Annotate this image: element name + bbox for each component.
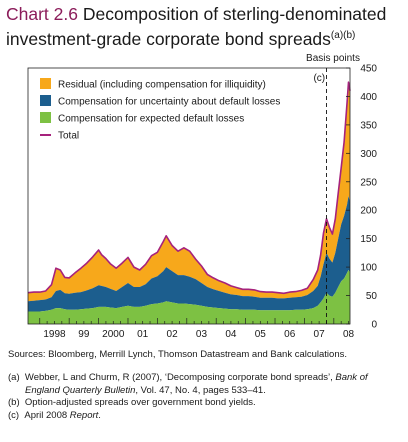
legend-swatch [40, 95, 51, 106]
x-tick-label: 1998 [43, 329, 66, 340]
footnote-a: (a) Webber, L and Churm, R (2007), ‘Deco… [8, 372, 368, 396]
x-tick-label: 2000 [102, 329, 125, 340]
legend-swatch [40, 112, 51, 123]
x-tick-label: 06 [284, 329, 296, 340]
y-tick-label: 100 [360, 263, 377, 274]
y-tick-label: 0 [371, 320, 377, 331]
footnote-c: (c) April 2008 Report. [8, 409, 101, 421]
y-tick-label: 400 [360, 92, 377, 103]
x-tick-label: 03 [196, 329, 208, 340]
line-total [27, 81, 351, 295]
y-tick-label: 300 [360, 149, 377, 160]
area-expected-default [28, 270, 350, 324]
chart-title-text: Decomposition of sterling-denominated in… [6, 4, 387, 49]
y-tick-label: 50 [366, 291, 378, 302]
x-tick-label: 02 [167, 329, 179, 340]
area-residual [28, 82, 350, 302]
x-tick-label: 07 [314, 329, 326, 340]
area-uncertainty [28, 196, 350, 312]
x-tick-label: 08 [343, 329, 355, 340]
y-tick-label: 350 [360, 120, 377, 131]
y-tick-label: 250 [360, 177, 377, 188]
legend-label: Residual (including compensation for ill… [58, 80, 266, 91]
chart-title-notes: (a)(b) [330, 30, 356, 41]
y-tick-label: 200 [360, 206, 377, 217]
legend-label: Total [58, 131, 79, 142]
legend-label: Compensation for uncertainty about defau… [58, 97, 280, 108]
y-tick-label: 450 [360, 64, 377, 75]
y-axis-label: Basis points [306, 53, 360, 64]
y-tick-label: 150 [360, 234, 377, 245]
chart-number: Chart 2.6 [6, 4, 78, 24]
x-tick-label: 05 [255, 329, 267, 340]
footnote-b: (b) Option-adjusted spreads over governm… [8, 397, 256, 408]
x-tick-label: 01 [137, 329, 149, 340]
footnotes: (a) Webber, L and Churm, R (2007), ‘Deco… [8, 372, 403, 422]
plot-frame [27, 67, 351, 325]
legend-label: Compensation for expected default losses [58, 114, 244, 125]
legend-swatch [40, 78, 51, 89]
chart-title: Chart 2.6 Decomposition of sterling-deno… [6, 4, 406, 50]
sources: Sources: Bloomberg, Merrill Lynch, Thoms… [8, 349, 347, 360]
x-tick-label: 99 [78, 329, 90, 340]
x-tick-label: 04 [225, 329, 237, 340]
annotation-label: (c) [313, 73, 325, 84]
